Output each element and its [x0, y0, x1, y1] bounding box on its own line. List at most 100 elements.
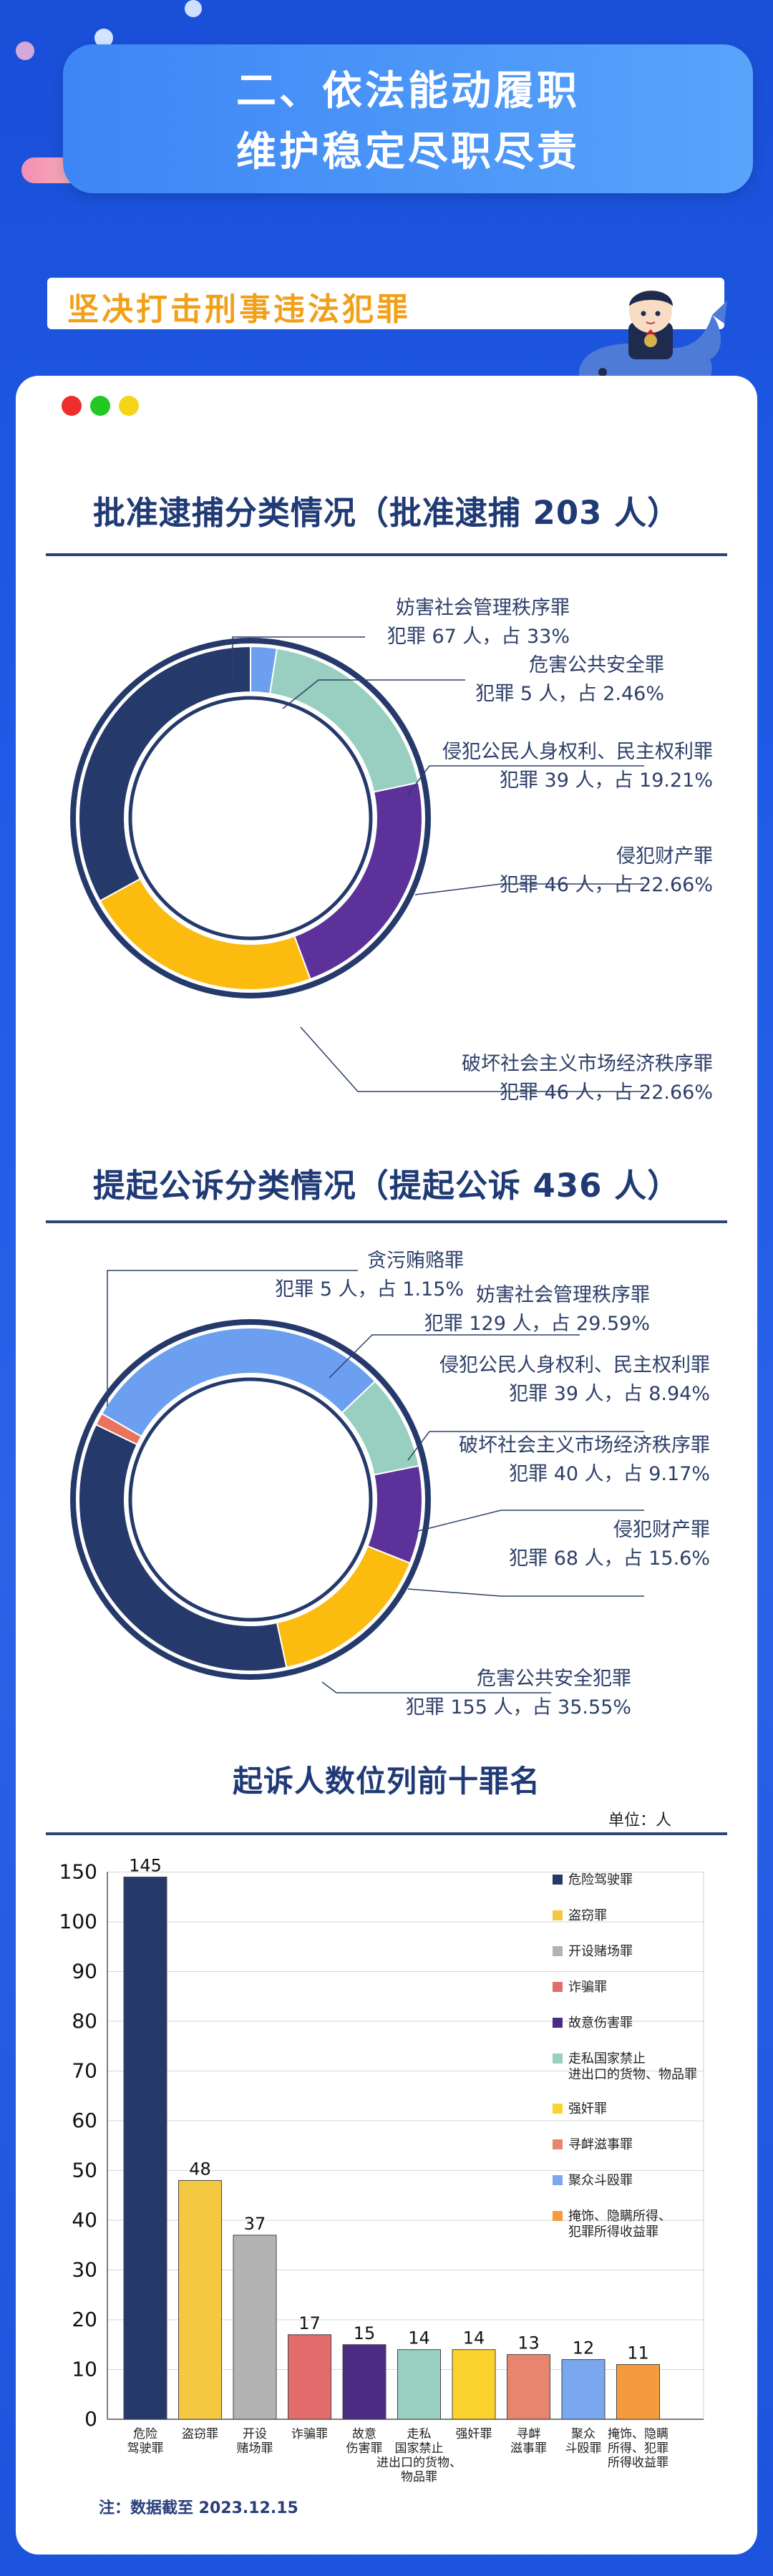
chart2-leader-0	[107, 1270, 358, 1406]
chart3-legend-swatch-8	[553, 2175, 563, 2185]
traffic-dot-green-icon	[90, 396, 110, 416]
chart2-inner-ring	[128, 1377, 373, 1622]
chart3-legend-swatch-7	[553, 2139, 563, 2149]
chart1-divider	[46, 553, 727, 556]
chart1-leader-1	[282, 679, 465, 709]
traffic-dot-yellow-icon	[119, 396, 139, 416]
chart2-label-5-name: 危害公共安全犯罪	[477, 1668, 631, 1690]
chart3-legend-swatch-9	[553, 2211, 563, 2221]
chart2-label-3-text: 犯罪 40 人，占 9.17%	[509, 1463, 710, 1485]
section-banner: 坚决打击刑事违法犯罪	[47, 278, 724, 329]
chart3-bar-4	[342, 2344, 386, 2420]
chart3-xtick-6: 强奸罪	[456, 2427, 492, 2441]
decor-bubble	[185, 0, 202, 17]
title-banner: 二、依法能动履职 维护稳定尽职尽责	[63, 44, 753, 193]
chart3-ytick-50: 50	[72, 2159, 97, 2182]
chart1-label-0-text: 犯罪 67 人，占 33%	[386, 626, 570, 648]
chart3-ytick-30: 30	[72, 2258, 97, 2282]
chart3-ytick-90: 90	[72, 1960, 97, 1983]
chart2-label-3: 破坏社会主义市场经济秩序罪犯罪 40 人，占 9.17%	[459, 1432, 710, 1489]
chart1-label-2-name: 侵犯公民人身权利、民主权利罪	[442, 741, 713, 763]
chart2-label-2: 侵犯公民人身权利、民主权利罪 犯罪 39 人，占 8.94%	[439, 1351, 710, 1409]
chart3-bar-value-2: 37	[244, 2214, 266, 2234]
chart1-label-3-text: 犯罪 46 人，占 22.66%	[499, 874, 713, 896]
chart3-xtick-8: 聚众	[571, 2427, 595, 2441]
chart3-title: 起诉人数位列前十罪名	[232, 1764, 540, 1799]
decor-bubble	[16, 42, 34, 60]
chart1-label-4: 破坏社会主义市场经济秩序罪犯罪 46 人，占 22.66%	[462, 1050, 713, 1107]
chart3-bar-0	[123, 1876, 167, 2420]
decor-bubble	[94, 29, 113, 47]
chart3-legend-swatch-6	[553, 2104, 563, 2114]
chart1-slice-0	[78, 645, 251, 903]
chart3-bar-value-6: 14	[463, 2328, 485, 2348]
chart3-legend-swatch-3	[553, 1982, 563, 1992]
chart1-label-4-name: 破坏社会主义市场经济秩序罪	[462, 1053, 713, 1075]
chart3-bar-value-9: 11	[627, 2343, 649, 2363]
chart3-xtick-7: 滋事罪	[510, 2441, 547, 2456]
chart1-label-3: 侵犯财产罪 犯罪 46 人，占 22.66%	[500, 842, 713, 900]
chart2-leader-4	[407, 1588, 644, 1597]
chart2-slice-5	[78, 1423, 288, 1672]
chart3-legend-label-5: 进出口的货物、物品罪	[568, 2067, 697, 2082]
chart2-leader-3	[414, 1510, 644, 1532]
traffic-dot-red-icon	[62, 396, 82, 416]
chart2-divider	[46, 1220, 727, 1223]
chart2-slice-0	[94, 1412, 142, 1446]
chart3-bar-5	[397, 2349, 441, 2420]
chart3-legend-swatch-5	[553, 2053, 563, 2064]
chart3-legend-label-1: 盗窃罪	[568, 1908, 607, 1923]
chart3-xtick-2: 赌场罪	[237, 2441, 273, 2456]
chart1-label-1-name: 危害公共安全罪	[529, 654, 664, 676]
chart1-label-2: 侵犯公民人身权利、民主权利罪犯罪 39 人，占 19.21%	[442, 738, 713, 795]
chart3-xtick-9: 所得收益罪	[608, 2456, 669, 2470]
chart3-ytick-40: 40	[72, 2208, 97, 2232]
chart3-legend-label-3: 诈骗罪	[568, 1980, 607, 1995]
chart3-legend-label-5: 走私国家禁止	[568, 2051, 646, 2066]
chart2-label-0-name: 贪污贿赂罪	[367, 1250, 464, 1272]
chart3-legend-label-9: 犯罪所得收益罪	[568, 2225, 658, 2240]
chart3-xtick-0: 危险	[133, 2427, 157, 2441]
chart3-legend-label-4: 故意伤害罪	[568, 2016, 633, 2031]
chart2-label-4: 侵犯财产罪 犯罪 68 人，占 15.6%	[509, 1516, 710, 1573]
chart2-title: 提起公诉分类情况（提起公诉 436 人）	[92, 1167, 681, 1205]
chart3-xtick-4: 故意	[352, 2427, 376, 2441]
chart3-ytick-100: 100	[59, 1910, 97, 1933]
chart3-legend-label-9: 掩饰、隐瞒所得、	[568, 2209, 671, 2224]
chart1-outer-gap	[76, 643, 425, 993]
chart3-bar-9	[616, 2364, 660, 2420]
chart2-label-0-text: 犯罪 5 人，占 1.15%	[275, 1278, 464, 1301]
chart1-label-4-text: 犯罪 46 人，占 22.66%	[499, 1082, 713, 1104]
chart1-label-2-text: 犯罪 39 人，占 19.21%	[499, 769, 713, 792]
chart2-label-5-text: 犯罪 155 人，占 35.55%	[405, 1696, 631, 1719]
chart2-slice-1	[100, 1327, 376, 1438]
chart2-donut	[70, 1270, 644, 1693]
chart3-legend-swatch-2	[553, 1946, 563, 1956]
chart3-bar-7	[507, 2354, 550, 2420]
prosecutor-mascot	[628, 290, 673, 359]
chart3-xtick-0: 驾驶罪	[127, 2441, 164, 2456]
chart2-label-1-text: 犯罪 129 人，占 29.59%	[424, 1313, 650, 1335]
chart3-xtick-5: 物品罪	[401, 2470, 437, 2484]
chart2-label-5: 危害公共安全犯罪犯罪 155 人，占 35.55%	[406, 1665, 631, 1722]
chart1-label-0: 妨害社会管理秩序罪 犯罪 67 人，占 33%	[387, 594, 570, 651]
chart3-xtick-9: 掩饰、隐瞒	[608, 2427, 669, 2441]
chart3-ytick-150: 150	[59, 1860, 97, 1884]
chart1-donut	[70, 636, 644, 1092]
footnote: 注：数据截至 2023.12.15	[99, 2499, 298, 2517]
chart1-leader-4	[300, 1026, 644, 1092]
chart3-legend-label-2: 开设赌场罪	[568, 1944, 633, 1959]
chart3-bar-value-3: 17	[298, 2313, 321, 2333]
chart3-bar-8	[561, 2359, 606, 2420]
chart1-leader-0	[232, 636, 365, 684]
chart2-leader-5	[321, 1681, 551, 1693]
chart3-ytick-10: 10	[72, 2358, 97, 2381]
chart3-bar-value-7: 13	[517, 2333, 540, 2353]
chart2-label-3-name: 破坏社会主义市场经济秩序罪	[459, 1434, 710, 1457]
chart3-legend-label-0: 危险驾驶罪	[568, 1872, 633, 1887]
chart3-legend-label-8: 聚众斗殴罪	[568, 2173, 633, 2188]
chart3-bar-chart: 0 10 20 30 40 50 60 70 80 90 100 150 145 危险驾驶罪 48 盗窃罪 37…	[59, 1855, 704, 2484]
chart3-bar-6	[452, 2349, 496, 2420]
chart2-label-2-name: 侵犯公民人身权利、民主权利罪	[439, 1354, 710, 1376]
chart2-label-1-name: 妨害社会管理秩序罪	[476, 1284, 650, 1306]
